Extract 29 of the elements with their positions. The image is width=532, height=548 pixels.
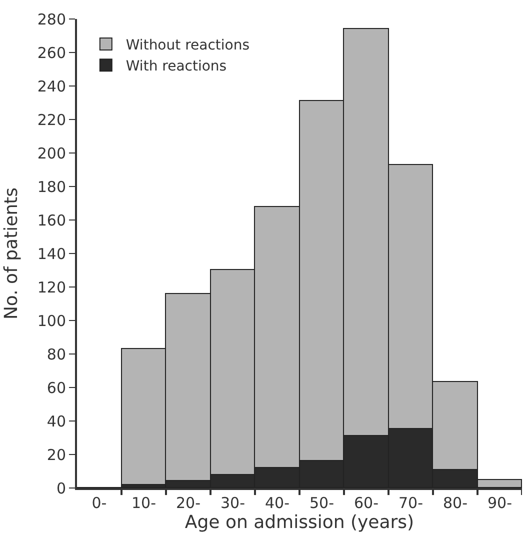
y-tick-label: 160 [37,211,66,230]
x-tick-label: 0- [92,494,107,512]
y-axis-title: No. of patients [1,187,22,320]
y-tick-label: 260 [37,44,66,62]
y-tick-label: 40 [46,412,66,430]
x-tick-label: 90- [488,494,512,512]
x-tick-label: 80- [443,494,468,512]
y-tick-label: 20 [46,446,66,464]
x-tick-label: 50- [310,494,334,512]
legend-label: Without reactions [126,37,250,54]
x-tick-label: 40- [265,494,290,512]
y-tick-label: 220 [37,110,66,129]
legend-label: With reactions [126,58,227,75]
y-tick-label: 140 [37,244,66,263]
y-tick-label: 60 [46,378,66,397]
y-tick-label: 120 [37,278,66,296]
x-tick-label: 20- [176,494,200,512]
y-tick-label: 200 [37,144,66,162]
x-tick-label: 70- [398,494,423,512]
y-tick-label: 0 [56,479,66,498]
x-tick-label: 60- [354,494,378,512]
y-tick-label: 80 [46,345,66,364]
y-tick-label: 280 [37,10,66,28]
x-tick-label: 10- [132,494,156,512]
y-tick-label: 100 [37,312,66,330]
x-axis-title: Age on admission (years) [184,512,414,533]
y-tick-label: 180 [37,178,66,196]
x-tick-label: 30- [220,494,245,512]
y-tick-label: 240 [37,77,66,96]
